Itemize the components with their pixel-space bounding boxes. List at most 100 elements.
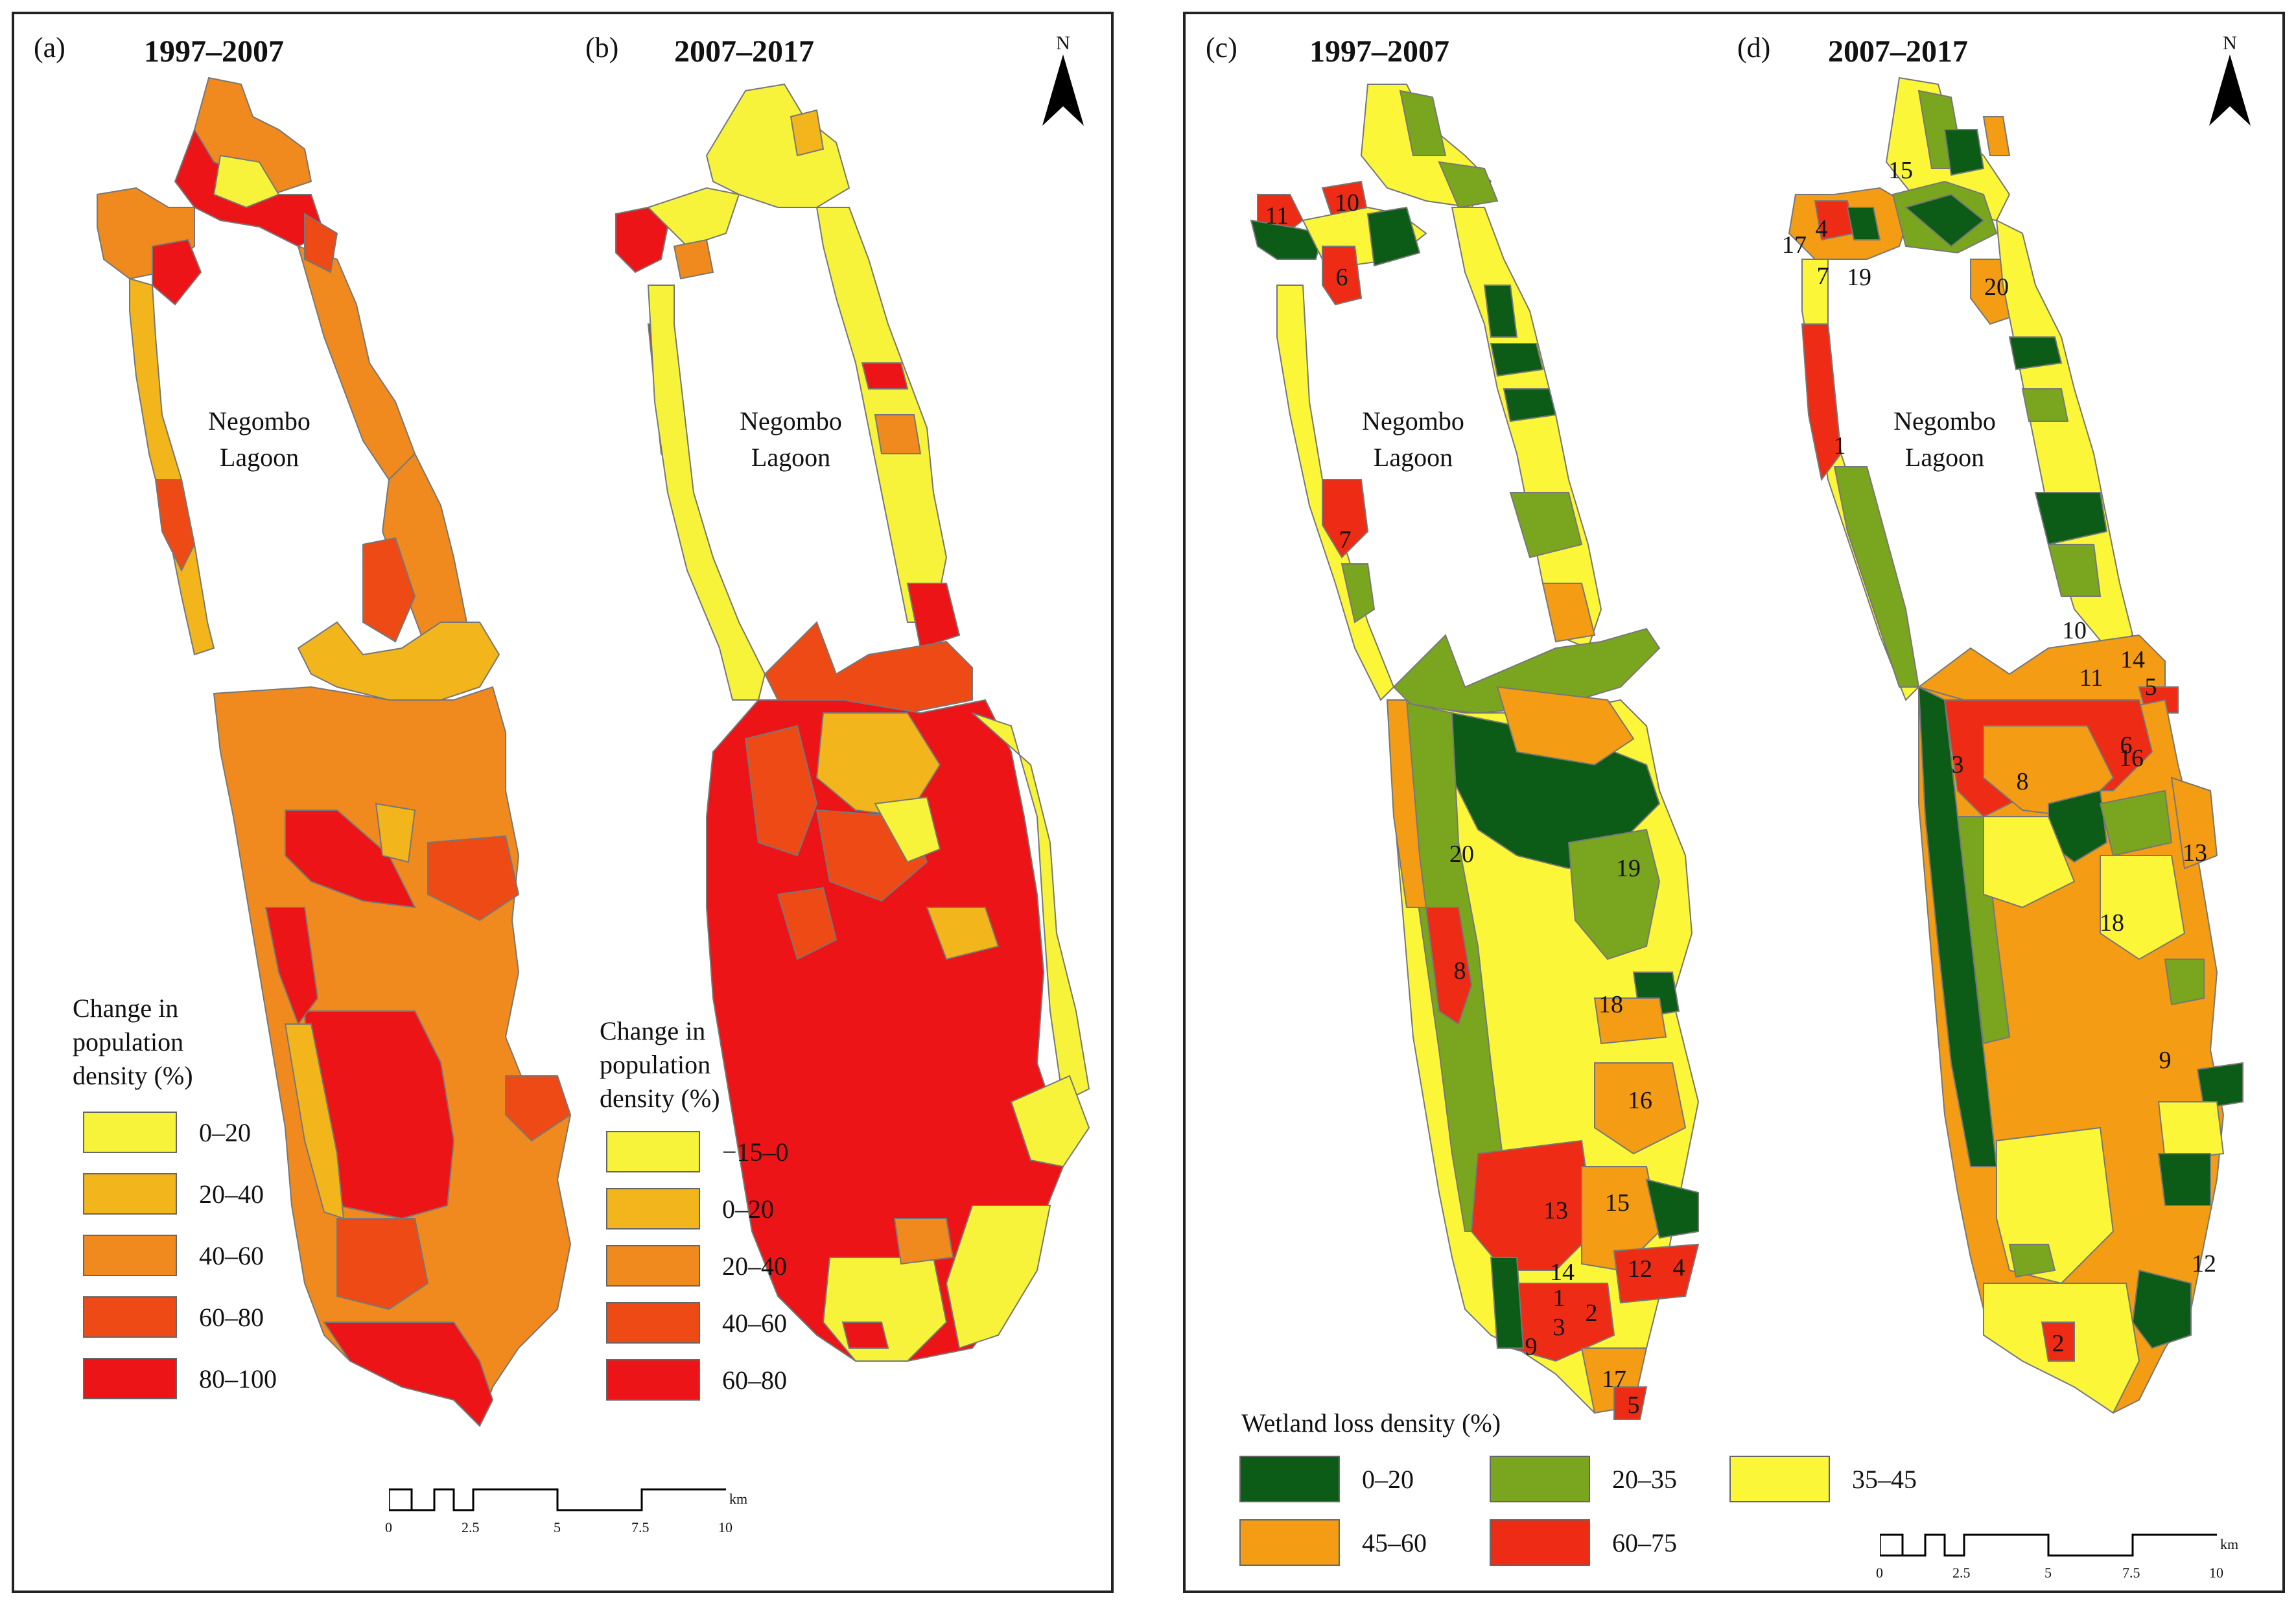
map-c-west-strip <box>1276 285 1395 701</box>
legend-b-label: 60–80 <box>722 1365 787 1395</box>
north-arrow-right: N <box>2204 32 2256 129</box>
map-a-label: (a) <box>34 32 65 64</box>
map-d-region-number: 15 <box>1888 157 1913 184</box>
map-c-s-orange-18 <box>1593 997 1667 1045</box>
map-c-region-number: 1 <box>1553 1285 1565 1312</box>
map-d-north-orange <box>1982 116 2011 156</box>
legend-b-label: 0–20 <box>722 1194 774 1224</box>
map-a-west-red <box>154 479 196 572</box>
map-d-ne-green-3 <box>2047 544 2102 597</box>
map-d-region-number: 16 <box>2119 745 2144 772</box>
map-b-nw-arm <box>647 187 740 248</box>
map-b-nw-orange <box>673 239 714 280</box>
north-arrow-icon <box>1042 54 1084 126</box>
map-d-s-orange-13 <box>2170 776 2218 870</box>
map-b-ne-orange <box>874 414 922 454</box>
map-b-east-lobe <box>1010 1075 1090 1168</box>
wetland-legend-swatch <box>1729 1456 1830 1502</box>
map-a-north-yellow <box>213 154 280 209</box>
map-a-west-strip <box>129 277 215 656</box>
map-b-ne-red-1 <box>861 362 909 390</box>
legend-b-label: 40–60 <box>722 1308 787 1338</box>
legend-a-label: 80–100 <box>199 1364 277 1393</box>
map-c-s-orange-16 <box>1594 1062 1687 1155</box>
map-c-region-number: 9 <box>1525 1333 1538 1360</box>
wetland-legend-swatch <box>1490 1456 1590 1502</box>
wetland-legend-row: 60–75 <box>1490 1519 1677 1566</box>
map-c-s-red-12-4 <box>1613 1243 1700 1304</box>
map-c-west-green <box>1341 563 1376 623</box>
map-d-region-number: 12 <box>2192 1250 2216 1277</box>
map-d-s-yellow-18 <box>2100 855 2186 961</box>
map-b-s-redorange-1 <box>744 725 818 857</box>
legend-a-label: 40–60 <box>199 1241 264 1270</box>
map-d-region-number: 8 <box>2017 768 2029 795</box>
lagoon-line2: Lagoon <box>1373 443 1453 472</box>
map-c-period: 1997–2007 <box>1309 34 1449 69</box>
legend-a-title-line: density (%) <box>73 1061 193 1090</box>
map-c-region-number: 17 <box>1602 1366 1626 1393</box>
map-d-region-number: 10 <box>2062 617 2087 644</box>
map-c-region-number: 8 <box>1454 957 1466 985</box>
map-d-region-number: 3 <box>1952 751 1964 778</box>
legend-a-title-line: Change in <box>73 994 179 1023</box>
map-d-west-green <box>1833 466 1920 688</box>
map-c-region-number: 2 <box>1586 1299 1598 1327</box>
map-d-region-number: 13 <box>2183 839 2207 867</box>
legend-a-label: 0–20 <box>199 1117 251 1147</box>
legend-b-title: Change in population density (%) <box>600 1014 720 1115</box>
wetland-legend-swatch <box>1239 1519 1340 1566</box>
scale-unit: km <box>2220 1536 2239 1552</box>
legend-a-row: 80–100 <box>83 1358 277 1399</box>
map-d-s-green-mid <box>2099 789 2173 857</box>
map-c-region-number: 10 <box>1335 189 1359 216</box>
map-c-region-number: 5 <box>1628 1392 1640 1419</box>
legend-b-swatch <box>606 1245 700 1287</box>
wetland-legend-row: 35–45 <box>1729 1456 1917 1502</box>
scale-tick: 5 <box>554 1519 561 1535</box>
legend-a-row: 20–40 <box>83 1173 264 1215</box>
map-c-lagoon-label: Negombo Lagoon <box>1329 403 1497 476</box>
map-b-north-orange <box>790 109 825 157</box>
map-d-region-number: 19 <box>1847 264 1871 291</box>
map-d-lagoon-label: Negombo Lagoon <box>1860 403 2029 476</box>
wetland-legend-label: 35–45 <box>1852 1464 1917 1494</box>
scale-tick: 0 <box>1876 1565 1883 1581</box>
scale-tick: 7.5 <box>631 1519 650 1535</box>
wetland-legend-label: 60–75 <box>1612 1528 1677 1557</box>
legend-b-swatch <box>606 1302 700 1344</box>
wetland-legend-row: 0–20 <box>1239 1456 1414 1502</box>
map-c-north-green <box>1399 89 1447 156</box>
map-c-west-red-7 <box>1322 479 1369 559</box>
legend-b-row: 40–60 <box>606 1302 787 1344</box>
map-c-region-number: 14 <box>1550 1259 1575 1286</box>
legend-b-label: −15–0 <box>722 1137 789 1167</box>
wetland-legend-label: 20–35 <box>1612 1464 1677 1494</box>
map-c-s-dkgreen-se <box>1645 1178 1699 1239</box>
map-c-ne-green-2 <box>1490 343 1544 377</box>
north-arrow-left: N <box>1037 32 1089 129</box>
scale-tick: 10 <box>2209 1565 2223 1581</box>
map-c-s-red-8 <box>1425 907 1473 1025</box>
map-c-region-number: 20 <box>1449 841 1474 868</box>
map-b-period: 2007–2017 <box>674 34 814 69</box>
map-d-region-number: 7 <box>1817 262 1829 290</box>
map-d-s-yellow-west <box>1983 816 2076 909</box>
legend-a-label: 60–80 <box>199 1302 264 1332</box>
map-c-region-number: 6 <box>1336 264 1348 291</box>
legend-b-swatch <box>606 1359 700 1401</box>
scale-bar-left: 0 2.5 5 7.5 10 km <box>385 1484 752 1543</box>
north-arrow-icon <box>2209 54 2251 126</box>
legend-b-title-line: population <box>600 1050 711 1079</box>
map-c-region-number: 19 <box>1616 855 1641 882</box>
map-a-lagoon-label: Negombo Lagoon <box>175 403 344 476</box>
map-a-s-tip <box>323 1322 494 1427</box>
map-c-north-green-2 <box>1438 161 1499 209</box>
map-a-period: 1997–2007 <box>144 34 284 69</box>
map-c-label: (c) <box>1206 32 1237 64</box>
wetland-legend-title: Wetland loss density (%) <box>1241 1408 1501 1438</box>
wetland-legend-row: 20–35 <box>1490 1456 1677 1502</box>
map-b-s-yellow-1 <box>874 796 941 863</box>
